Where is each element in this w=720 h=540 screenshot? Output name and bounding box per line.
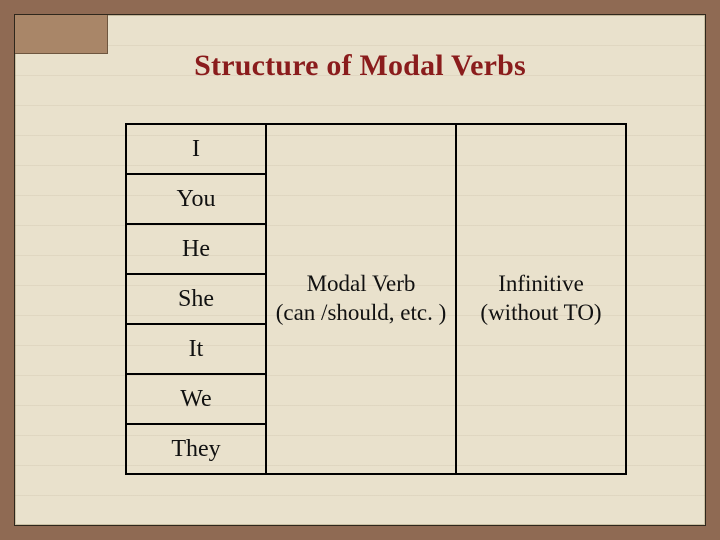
infinitive-cell: Infinitive (without TO) <box>456 124 626 474</box>
pronoun-cell: They <box>126 424 266 474</box>
pronoun-cell: We <box>126 374 266 424</box>
modal-verb-line1: Modal Verb <box>307 271 416 296</box>
modal-verbs-table: I Modal Verb (can /should, etc. ) Infini… <box>125 123 627 475</box>
paper-panel: Structure of Modal Verbs I Modal Verb (c… <box>14 14 706 526</box>
modal-verb-cell: Modal Verb (can /should, etc. ) <box>266 124 456 474</box>
infinitive-line1: Infinitive <box>498 271 584 296</box>
infinitive-line2: (without TO) <box>480 300 601 325</box>
slide-stage: Structure of Modal Verbs I Modal Verb (c… <box>0 0 720 540</box>
modal-verb-line2: (can /should, etc. ) <box>276 300 447 325</box>
pronoun-cell: You <box>126 174 266 224</box>
pronoun-cell: It <box>126 324 266 374</box>
pronoun-cell: She <box>126 274 266 324</box>
slide-title: Structure of Modal Verbs <box>15 49 705 83</box>
table-row: I Modal Verb (can /should, etc. ) Infini… <box>126 124 626 174</box>
pronoun-cell: He <box>126 224 266 274</box>
pronoun-cell: I <box>126 124 266 174</box>
modal-verbs-table-wrap: I Modal Verb (can /should, etc. ) Infini… <box>125 123 625 475</box>
